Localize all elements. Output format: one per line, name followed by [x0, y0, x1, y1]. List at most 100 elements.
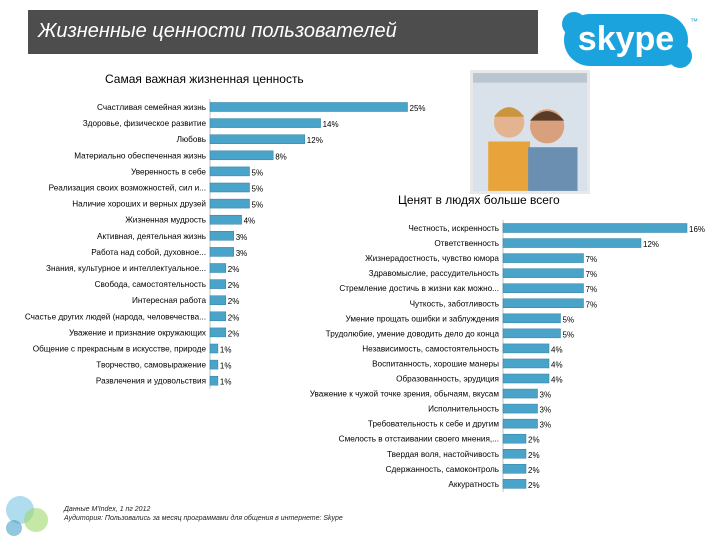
chart-1-value-label: 3% — [540, 391, 552, 400]
chart-0-value-label: 8% — [275, 152, 287, 161]
chart-0-bar — [209, 214, 242, 225]
chart-1-value-label: 7% — [586, 270, 598, 279]
logo-cloud-right — [668, 44, 692, 68]
chart-0-bar — [209, 231, 234, 241]
chart-0-category-label: Жизненная мудрость — [125, 216, 206, 225]
chart-1-bar — [502, 358, 550, 369]
chart-0-bar — [209, 311, 227, 322]
chart-0-value-label: 3% — [236, 233, 248, 242]
chart-1-bar — [502, 464, 527, 474]
decorative-figures — [6, 496, 48, 536]
chart-1-bar — [502, 253, 584, 263]
chart-0-bar — [209, 343, 219, 354]
chart-1-value-label: 5% — [563, 315, 575, 324]
chart-0-value-label: 2% — [228, 313, 240, 322]
chart-0-value-label: 1% — [220, 346, 232, 355]
chart-1-bar — [502, 268, 584, 278]
chart-1-value-label: 2% — [528, 436, 540, 445]
chart-1-bar — [502, 403, 538, 414]
page-title: Жизненные ценности пользователей — [38, 20, 397, 42]
chart-1-value-label: 16% — [689, 225, 705, 234]
logo-text: skype — [578, 20, 674, 58]
chart-0-category-label: Здоровье, физическое развитие — [83, 119, 207, 128]
chart-0-value-label: 5% — [252, 201, 264, 210]
chart-0-bar — [209, 263, 227, 273]
footer-audience: Аудитория: Пользовались за месяц програм… — [64, 515, 343, 522]
chart-0-value-label: 2% — [228, 329, 240, 338]
chart-0-category-label: Развлечения и удовольствия — [96, 377, 206, 386]
chart-0-bar — [209, 102, 408, 112]
chart-0-category-label: Свобода, самостоятельность — [95, 280, 206, 289]
chart-0-bar — [209, 118, 321, 128]
chart-0-category-label: Уважение и признание окружающих — [69, 328, 206, 337]
chart-1-category-label: Независимость, самостоятельность — [362, 344, 499, 353]
chart-0-category-label: Интересная работа — [132, 296, 206, 305]
chart-1-category-label: Смелость в отстаивании своего мнения,... — [339, 435, 499, 444]
chart-0-bar — [209, 279, 227, 289]
chart-0-bar — [209, 375, 219, 386]
chart-1-category-label: Трудолюбие, умение доводить дело до конц… — [326, 329, 500, 338]
chart-1-value-label: 7% — [586, 285, 598, 294]
chart-1-category-label: Чуткость, заботливость — [410, 299, 499, 308]
chart-1-category-label: Здравомыслие, рассудительность — [369, 269, 499, 278]
chart-0-value-label: 1% — [220, 362, 232, 371]
chart-1-bar — [502, 449, 527, 459]
chart-1-bar — [502, 223, 688, 233]
chart-0-value-label: 3% — [236, 249, 248, 258]
chart-1-category-label: Ответственность — [434, 239, 499, 248]
chart-0-bar — [209, 150, 274, 161]
chart-1-category-label: Исполнительность — [428, 405, 499, 414]
chart-0-category-label: Знания, культурное и интеллектуальное... — [46, 264, 206, 273]
chart-1-value-label: 2% — [528, 481, 540, 490]
chart-1-category-label: Аккуратность — [448, 480, 499, 489]
chart-0-category-label: Уверенность в себе — [131, 167, 206, 176]
chart-1-value-label: 12% — [643, 240, 659, 249]
chart-1-category-label: Требовательность к себе и другим — [368, 420, 499, 429]
chart-0-category-label: Любовь — [177, 135, 206, 144]
chart-1-category-label: Честность, искренность — [408, 224, 499, 233]
chart-0-bar — [209, 134, 306, 144]
chart-0-category-label: Общение с прекрасным в искусстве, природ… — [33, 345, 207, 354]
chart-0-value-label: 12% — [307, 136, 323, 145]
chart-0-category-label: Творчество, самовыражение — [96, 361, 206, 370]
chart-0-value-label: 1% — [220, 378, 232, 387]
chart-1-value-label: 7% — [586, 300, 598, 309]
chart-1-category-label: Умение прощать ошибки и заблуждения — [346, 314, 499, 323]
video-call-photo — [470, 70, 590, 194]
chart-1-bar — [502, 283, 584, 293]
skype-logo: skype ™ — [562, 12, 698, 68]
chart-0-value-label: 2% — [228, 281, 240, 290]
chart-1-bar — [502, 388, 538, 399]
chart-1-category-label: Уважение к чужой точке зрения, обычаям, … — [310, 390, 500, 399]
chart-1-category-label: Стремление достичь в жизни как можно... — [339, 284, 499, 293]
chart-1-value-label: 4% — [551, 360, 563, 369]
chart-0-category-label: Счастливая семейная жизнь — [97, 103, 206, 112]
chart-1-bar — [502, 238, 642, 248]
chart-0-value-label: 25% — [410, 104, 426, 113]
chart-1-category-label: Образованность, эрудиция — [396, 375, 499, 384]
chart-1-category-label: Твердая воля, настойчивость — [387, 450, 499, 459]
logo-cloud — [564, 14, 688, 66]
chart-1-category-label: Жизнерадостность, чувство юмора — [365, 254, 499, 263]
chart-0-value-label: 2% — [228, 297, 240, 306]
chart-1-value-label: 2% — [528, 451, 540, 460]
chart-0-bar — [209, 327, 227, 338]
chart-right-title: Ценят в людях больше всего — [398, 193, 560, 207]
chart-1-value-label: 4% — [551, 345, 563, 354]
chart-1-category-label: Воспитанность, хорошие манеры — [372, 359, 499, 368]
chart-1-bar — [502, 479, 527, 489]
chart-0-category-label: Работа над собой, духовное... — [91, 248, 206, 257]
chart-1-bar — [502, 313, 561, 324]
chart-1-bar — [502, 433, 527, 444]
logo-cloud-left — [562, 12, 586, 36]
chart-0-bar — [209, 247, 234, 257]
title-bar: Жизненные ценности пользователей — [28, 10, 538, 54]
chart-0-value-label: 14% — [323, 120, 339, 129]
chart-1-value-label: 5% — [563, 330, 575, 339]
chart-1-bar — [502, 328, 561, 339]
chart-1-value-label: 3% — [540, 406, 552, 415]
chart-1-value-label: 3% — [540, 421, 552, 430]
chart-0-value-label: 2% — [228, 265, 240, 274]
chart-0-bar — [209, 198, 250, 209]
